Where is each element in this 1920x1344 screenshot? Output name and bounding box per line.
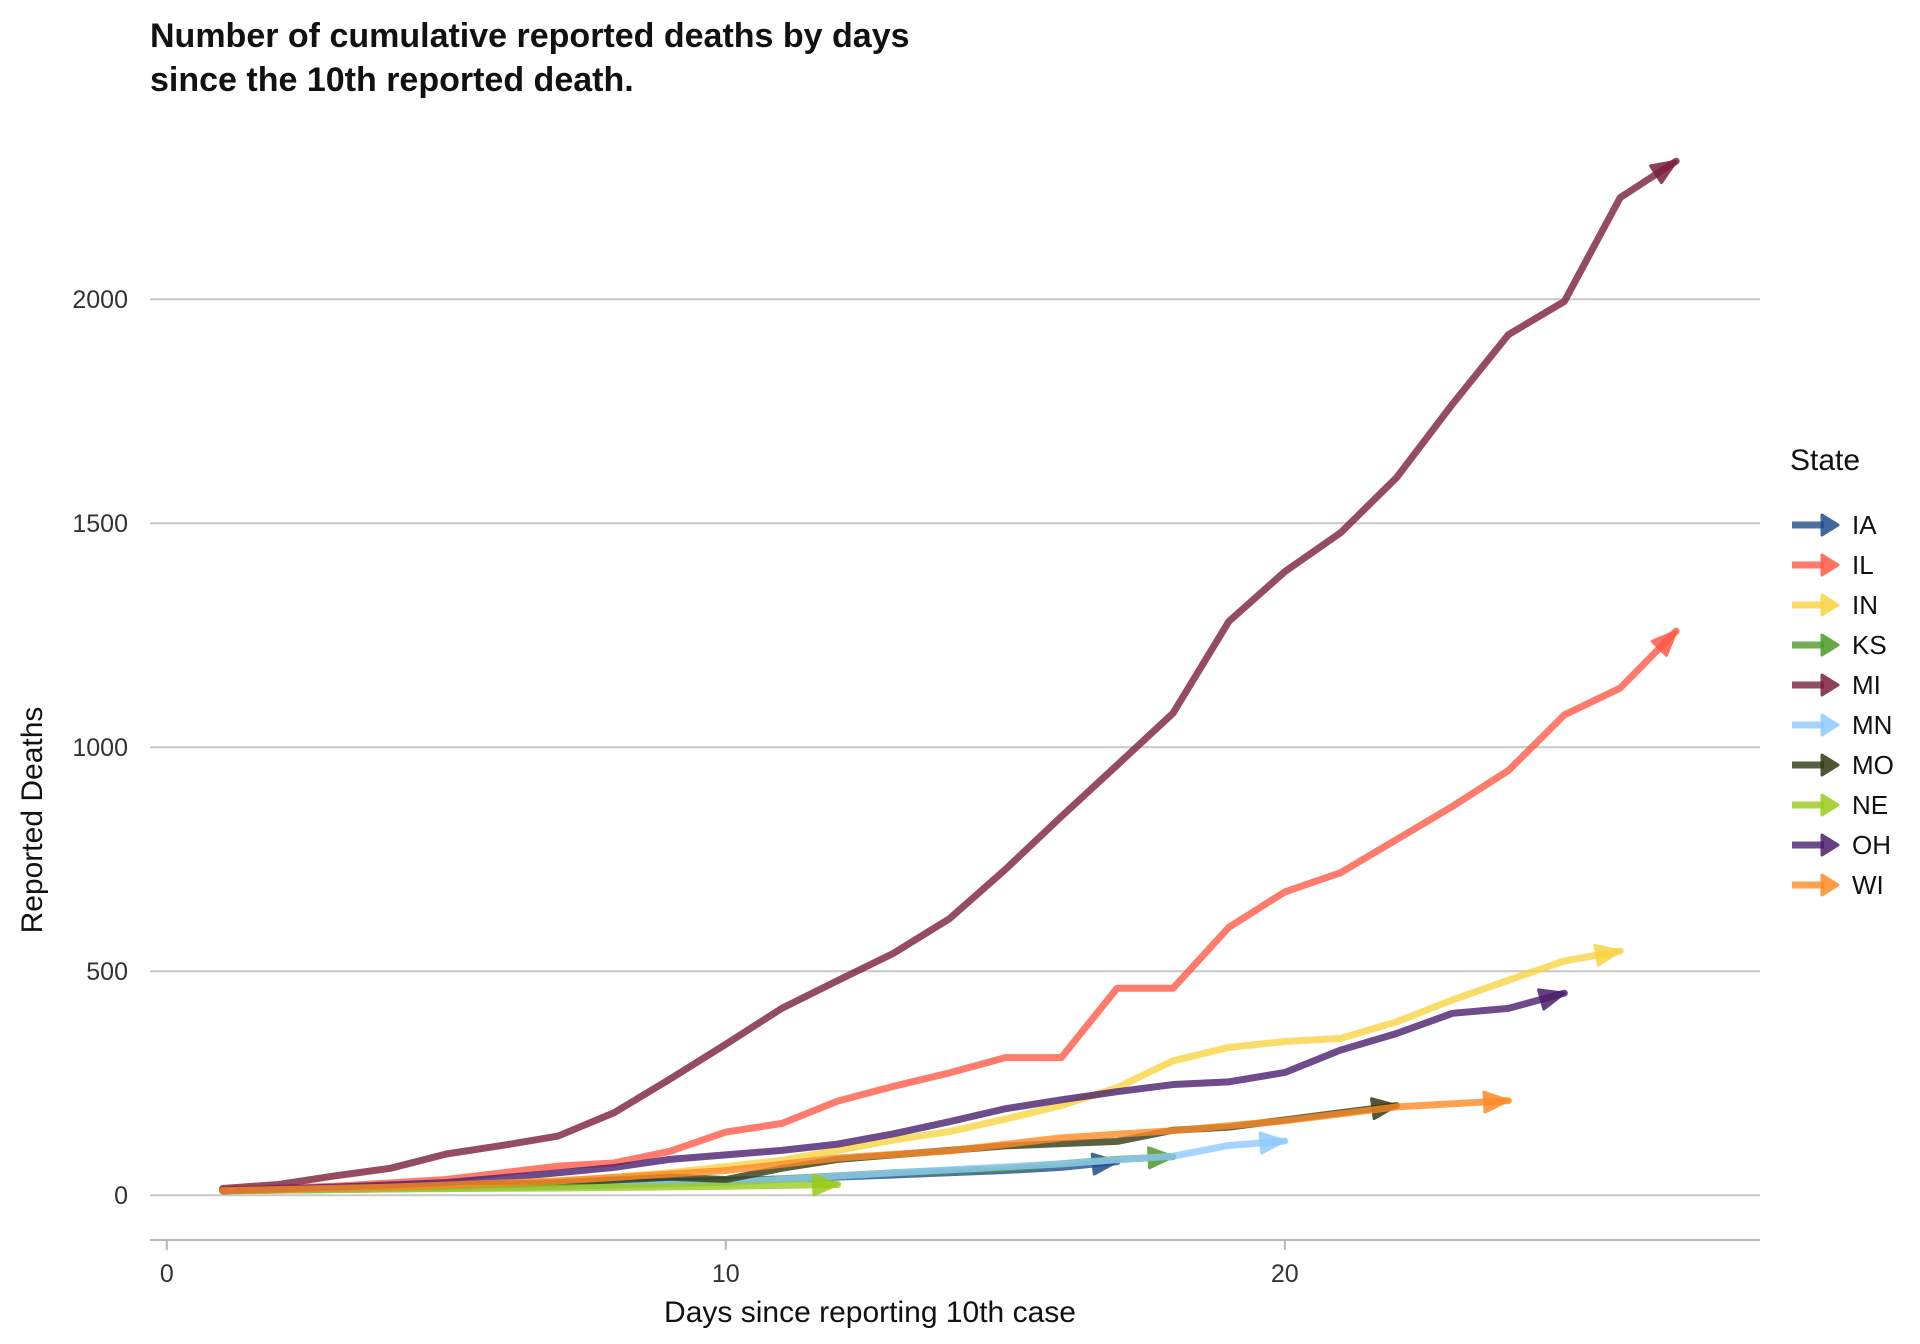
legend-label-WI: WI — [1852, 870, 1884, 900]
legend-label-IN: IN — [1852, 590, 1878, 620]
arrowhead-NE — [811, 1173, 840, 1197]
legend-key-arrow-IN — [1820, 593, 1840, 617]
y-tick-label-0: 0 — [114, 1182, 128, 1210]
legend-key-arrow-IL — [1820, 553, 1840, 577]
line-MI — [219, 157, 1680, 1192]
legend-key-arrow-MI — [1820, 673, 1840, 697]
line-IL — [219, 627, 1680, 1194]
series-WI — [219, 1090, 1512, 1195]
arrowhead-MI — [1649, 159, 1678, 185]
legend-item-MI: MI — [1792, 670, 1881, 700]
chart-title: Number of cumulative reported deaths by … — [150, 17, 910, 99]
legend-item-OH: OH — [1792, 830, 1891, 860]
legend-key-arrow-NE — [1820, 793, 1840, 817]
axes: 0 500 1000 1500 2000 0 10 20 Days since reportin… — [16, 286, 1760, 1329]
arrowhead-IN — [1593, 943, 1622, 967]
legend-label-KS: KS — [1852, 630, 1887, 660]
y-tick-label-1000: 1000 — [72, 734, 128, 762]
series-lines — [219, 157, 1680, 1197]
legend-label-OH: OH — [1852, 830, 1891, 860]
legend-key-arrow-OH — [1820, 833, 1840, 857]
gridlines — [150, 298, 1760, 1197]
legend-key-arrow-KS — [1820, 633, 1840, 657]
y-tick-label-1500: 1500 — [72, 510, 128, 538]
y-tick-label-500: 500 — [86, 958, 128, 986]
x-tick-label-10: 10 — [712, 1260, 740, 1288]
legend-key-arrow-WI — [1820, 873, 1840, 897]
legend-label-IL: IL — [1852, 550, 1874, 580]
legend-label-MO: MO — [1852, 750, 1894, 780]
x-tick-label-0: 0 — [160, 1260, 174, 1288]
legend-label-MI: MI — [1852, 670, 1881, 700]
legend-item-KS: KS — [1792, 630, 1887, 660]
legend-key-arrow-IA — [1820, 513, 1840, 537]
legend-label-IA: IA — [1852, 510, 1877, 540]
y-tick-label-2000: 2000 — [72, 286, 128, 314]
legend-item-WI: WI — [1792, 870, 1884, 900]
legend-label-NE: NE — [1852, 790, 1888, 820]
arrowhead-MN — [1258, 1131, 1287, 1155]
legend: State IA IL IN KS MI MN MO NE OH WI — [1790, 444, 1894, 900]
legend-title: State — [1790, 444, 1860, 477]
arrowhead-OH — [1537, 988, 1566, 1011]
y-axis-title: Reported Deaths — [16, 707, 49, 934]
arrowhead-IL — [1650, 629, 1678, 657]
legend-item-IN: IN — [1792, 590, 1878, 620]
line-OH — [219, 989, 1568, 1195]
legend-item-MO: MO — [1792, 750, 1894, 780]
legend-item-IL: IL — [1792, 550, 1874, 580]
legend-item-IA: IA — [1792, 510, 1877, 540]
series-OH — [219, 988, 1568, 1195]
legend-label-MN: MN — [1852, 710, 1892, 740]
legend-key-arrow-MO — [1820, 753, 1840, 777]
legend-item-NE: NE — [1792, 790, 1888, 820]
series-IL — [219, 627, 1680, 1194]
legend-key-arrow-MN — [1820, 713, 1840, 737]
arrowhead-WI — [1482, 1090, 1510, 1114]
legend-item-MN: MN — [1792, 710, 1892, 740]
x-axis-title: Days since reporting 10th case — [664, 1296, 1076, 1329]
series-MI — [219, 157, 1680, 1192]
x-tick-label-20: 20 — [1271, 1260, 1299, 1288]
